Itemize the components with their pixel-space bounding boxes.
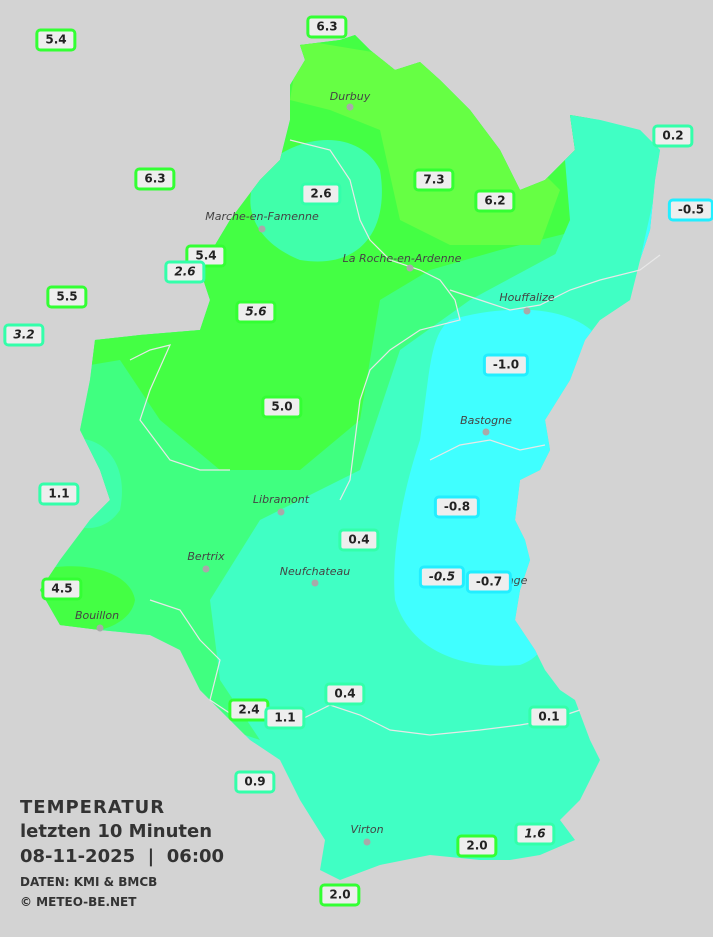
border-river-lines bbox=[289, 139, 461, 501]
station-temperature-label: 5.6 bbox=[235, 300, 277, 324]
station-temperature-label: 7.3 bbox=[413, 168, 455, 192]
station-temperature-label: 3.2 bbox=[3, 323, 45, 347]
station-temperature-label: 0.4 bbox=[338, 528, 380, 552]
city-dot bbox=[311, 579, 319, 587]
station-temperature-label: -0.8 bbox=[433, 495, 481, 519]
station-temperature-label: 2.0 bbox=[319, 883, 361, 907]
station-temperature-label: 6.2 bbox=[474, 189, 516, 213]
border-river-lines-5 bbox=[429, 439, 546, 461]
station-temperature-label: 1.6 bbox=[514, 822, 556, 846]
station-temperature-label: -0.7 bbox=[465, 570, 513, 594]
city-label: Bouillon bbox=[74, 609, 120, 622]
station-temperature-label: 0.9 bbox=[234, 770, 276, 794]
station-temperature-label: 4.5 bbox=[41, 577, 83, 601]
station-temperature-label: -0.5 bbox=[667, 198, 713, 222]
city-label: Houffalize bbox=[499, 291, 555, 304]
legend-subtitle: letzten 10 Minuten bbox=[20, 821, 213, 842]
station-temperature-label: 5.5 bbox=[46, 285, 88, 309]
station-temperature-label: 5.4 bbox=[185, 244, 227, 268]
city-dot bbox=[482, 428, 490, 436]
station-temperature-label: 2.6 bbox=[164, 260, 206, 284]
station-temperature-label: 6.3 bbox=[306, 15, 348, 39]
station-temperature-label: 1.1 bbox=[38, 482, 80, 506]
station-temperature-label: 2.0 bbox=[456, 834, 498, 858]
city-label: Durbuy bbox=[329, 90, 371, 103]
city-label: Bastogne bbox=[460, 414, 512, 427]
station-temperature-label: -0.5 bbox=[418, 565, 466, 589]
city-label: Virton bbox=[350, 823, 384, 836]
city-dot bbox=[363, 838, 371, 846]
station-temperature-label: 2.6 bbox=[300, 182, 342, 206]
station-temperature-label: 2.4 bbox=[228, 698, 270, 722]
city-dot bbox=[406, 264, 414, 272]
zone-cool-east bbox=[540, 100, 660, 330]
station-temperature-label: 1.1 bbox=[264, 706, 306, 730]
city-label: Marche-en-Famenne bbox=[205, 210, 319, 223]
station-temperature-label: 0.2 bbox=[652, 124, 694, 148]
city-label: Libramont bbox=[252, 493, 310, 506]
city-dot bbox=[523, 307, 531, 315]
city-dot bbox=[202, 565, 210, 573]
city-label: La Roche-en-Ardenne bbox=[342, 252, 462, 265]
map-legend: TEMPERATUR letzten 10 Minuten 08-11-2025… bbox=[20, 796, 224, 912]
station-temperature-label: 0.4 bbox=[324, 682, 366, 706]
city-label: Neufchateau bbox=[279, 565, 351, 578]
station-temperature-label: 6.3 bbox=[134, 167, 176, 191]
legend-datetime: 08-11-2025 | 06:00 bbox=[20, 846, 225, 867]
legend-source: DATEN: KMI & BMCB bbox=[20, 875, 158, 889]
city-label: Bertrix bbox=[187, 550, 225, 563]
city-dot bbox=[258, 225, 266, 233]
border-river-lines-2 bbox=[129, 344, 230, 471]
border-river-lines-4 bbox=[449, 254, 661, 311]
station-temperature-label: -1.0 bbox=[482, 353, 530, 377]
station-temperature-label: 0.1 bbox=[528, 705, 570, 729]
city-dot bbox=[346, 103, 354, 111]
station-temperature-label: 5.0 bbox=[261, 395, 303, 419]
legend-copyright: © METEO-BE.NET bbox=[20, 895, 137, 909]
city-dot bbox=[277, 508, 285, 516]
station-temperature-label: 5.4 bbox=[35, 28, 77, 52]
legend-title: TEMPERATUR bbox=[20, 797, 166, 818]
city-dot bbox=[96, 624, 104, 632]
